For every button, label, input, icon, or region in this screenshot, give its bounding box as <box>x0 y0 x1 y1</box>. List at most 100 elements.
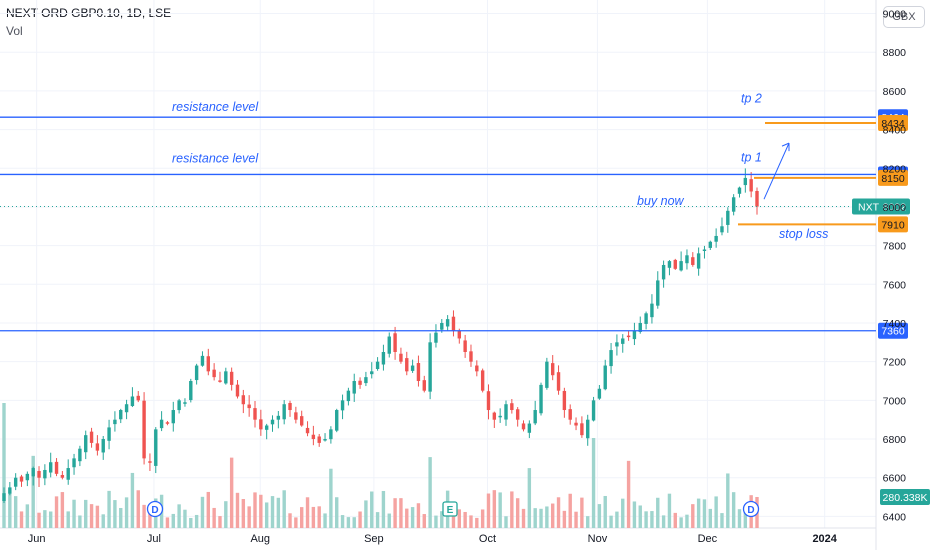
volume-bar <box>241 499 246 528</box>
last-price-symbol: NXT <box>858 202 880 214</box>
candle-body <box>562 390 567 411</box>
time-axis[interactable]: Jun Jul Aug Sep Oct Nov Dec 2024 <box>28 533 838 545</box>
candle-body <box>644 313 648 324</box>
candle-body <box>422 380 426 391</box>
volume-bar <box>457 509 462 528</box>
candle-body <box>253 408 257 420</box>
candle-body <box>556 372 561 391</box>
volume-bar <box>685 514 689 528</box>
candle-body <box>270 419 275 425</box>
candle-body <box>323 439 327 441</box>
volume-bar <box>545 506 549 528</box>
volume-bar <box>416 503 421 528</box>
candle-body <box>480 370 485 391</box>
volume-bar <box>142 504 146 528</box>
volume-bar <box>632 501 637 528</box>
candle-body <box>615 342 619 347</box>
volume-bar <box>329 468 333 528</box>
candle-body <box>667 261 672 268</box>
candle-body <box>486 391 491 411</box>
candle-body <box>708 241 713 248</box>
volume-bar <box>387 513 391 528</box>
volume-bar <box>434 515 438 528</box>
volume-bar <box>726 473 730 528</box>
candle-body <box>527 423 532 433</box>
volume-bar <box>702 499 707 528</box>
volume-bar <box>136 490 140 528</box>
candle-body <box>381 352 386 365</box>
candle-body <box>72 458 76 468</box>
volume-bar <box>54 496 59 528</box>
volume-bar <box>247 506 251 528</box>
volume-bar <box>352 517 356 528</box>
level-tag-label-tp1: 8150 <box>881 173 905 185</box>
time-tick-label: Jul <box>147 533 161 545</box>
volume-bar <box>679 517 683 528</box>
volume-bar <box>311 506 316 528</box>
candle-body <box>387 336 391 354</box>
price-tick-label: 8600 <box>883 86 907 98</box>
volume-bar <box>696 498 701 528</box>
level-tag-tp2 <box>878 115 908 132</box>
candle-body <box>597 388 602 399</box>
candle-body <box>282 404 286 420</box>
candle-body <box>661 264 666 280</box>
candle-body <box>177 400 181 411</box>
volume-bar <box>95 505 100 528</box>
volume-bar <box>78 515 82 528</box>
candle-body <box>498 415 502 418</box>
candle-body <box>60 474 65 478</box>
volume-bar <box>107 490 111 528</box>
volume-bar <box>393 498 397 528</box>
price-tick-label: 6800 <box>883 434 907 446</box>
level-tag-label-stop-loss: 7910 <box>881 219 905 231</box>
volume-bar <box>224 501 228 528</box>
marker-label: E <box>447 505 454 516</box>
time-tick-label: 2024 <box>812 533 837 545</box>
candle-body <box>194 365 199 381</box>
level-tag-label-support: 7360 <box>881 326 905 338</box>
candle-body <box>229 371 234 385</box>
volume-bar <box>480 509 485 528</box>
volume-bar <box>661 515 666 528</box>
volume-bar <box>440 511 444 528</box>
price-tick-label: 7200 <box>883 357 907 369</box>
candle-body <box>714 235 718 242</box>
marker-label: D <box>747 505 754 516</box>
candle-body <box>568 409 572 420</box>
volume-bar <box>37 512 41 528</box>
candle-body <box>317 436 321 443</box>
candlesticks <box>2 168 759 503</box>
candle-body <box>533 410 537 424</box>
candle-body <box>621 338 625 344</box>
volume-indicator-label[interactable]: Vol <box>6 24 23 38</box>
candle-body <box>241 395 246 405</box>
candle-body <box>492 412 497 420</box>
candle-body <box>25 473 30 481</box>
candle-body <box>165 422 170 424</box>
volume-bar <box>317 506 321 528</box>
volume-bar <box>259 494 263 528</box>
volume-bar <box>708 508 713 528</box>
candle-body <box>650 303 654 318</box>
candle-body <box>696 253 701 269</box>
volume-bar <box>60 492 65 528</box>
volume-bar <box>463 511 467 528</box>
candle-body <box>66 468 70 480</box>
candle-body <box>358 380 362 385</box>
currency-button[interactable]: GBX <box>883 6 925 28</box>
candle-body <box>702 249 707 251</box>
candle-body <box>580 423 584 436</box>
price-axis[interactable]: 6400 6600 6800 7000 7200 7400 7600 7800 8000 8200… <box>880 9 930 524</box>
volume-bar <box>264 502 269 528</box>
volume-bar <box>656 497 660 528</box>
candle-body <box>189 381 193 401</box>
volume-bar <box>370 491 374 528</box>
volume-bar <box>335 497 339 528</box>
time-tick-label: Sep <box>364 533 384 545</box>
volume-bar <box>340 515 345 528</box>
candle-body <box>591 400 596 421</box>
time-tick-label: Dec <box>698 533 718 545</box>
